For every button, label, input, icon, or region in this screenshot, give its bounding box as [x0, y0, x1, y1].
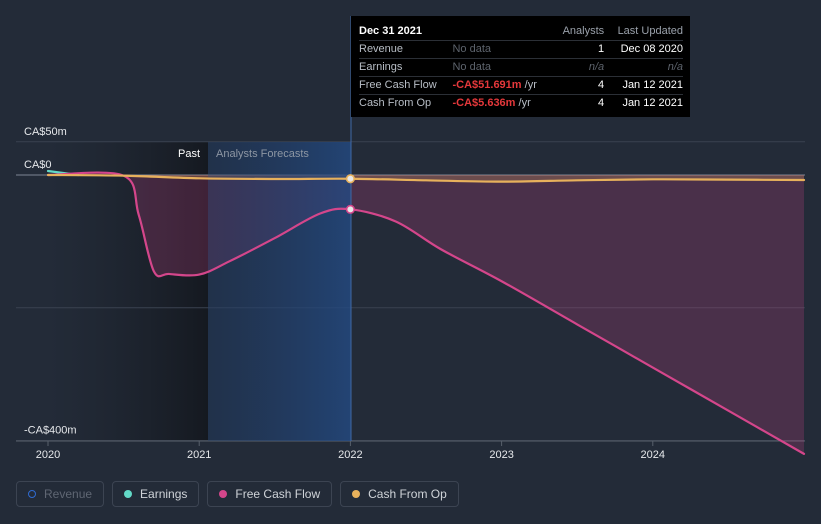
tooltip-analysts: 1: [554, 40, 605, 59]
free-cash-flow-line: [46, 171, 806, 455]
tooltip-value: -CA$51.691m: [452, 79, 522, 91]
past-region: [48, 142, 208, 441]
legend-free-cash-flow-dot: [219, 490, 228, 498]
legend-label: Revenue: [44, 487, 93, 501]
legend-cash-from-op-dot: [352, 490, 361, 498]
tooltip-label: Earnings: [359, 58, 453, 77]
legend-earnings-dot: [124, 490, 133, 498]
legend-label: Free Cash Flow: [235, 487, 321, 501]
tooltip-analysts: n/a: [554, 58, 605, 77]
tooltip-date: Dec 31 2021: [359, 25, 422, 37]
tooltip-value: -CA$5.636m: [452, 97, 516, 109]
tooltip-value-cell: -CA$5.636m /yr: [452, 94, 555, 112]
legend-earnings-toggle[interactable]: Earnings: [112, 481, 200, 507]
tooltip-analysts: 4: [554, 94, 605, 112]
x-tick-label: 2023: [489, 449, 513, 461]
tooltip-value: No data: [452, 40, 555, 59]
y-tick-label: -CA$400m: [24, 425, 77, 437]
cash-from-op-line: [46, 173, 806, 183]
tooltip-label: Revenue: [359, 40, 453, 59]
x-tick-label: 2024: [641, 449, 665, 461]
data-tooltip: Dec 31 2021 Analysts Last Updated Revenu…: [351, 16, 690, 117]
forecast-hover-band: [208, 142, 351, 441]
y-tick-label: CA$50m: [24, 126, 67, 138]
legend-revenue-dot: [28, 490, 36, 498]
tooltip-value: No data: [452, 58, 555, 77]
cash-from-op-point: [345, 174, 356, 184]
legend-free-cash-flow-toggle[interactable]: Free Cash Flow: [207, 481, 333, 507]
highlight-points: [345, 174, 356, 214]
tooltip-row-earnings: Earnings No data n/a n/a: [359, 58, 683, 77]
gridlines: [16, 141, 805, 442]
tooltip-row-free-cash-flow: Free Cash Flow -CA$51.691m /yr 4 Jan 12 …: [359, 76, 683, 95]
tooltip-col-updated: Last Updated: [617, 25, 683, 37]
tooltip-updated: Jan 12 2021: [604, 76, 683, 95]
tooltip-row-revenue: Revenue No data 1 Dec 08 2020: [359, 40, 683, 59]
tooltip-unit: /yr: [518, 97, 531, 109]
legend-label: Earnings: [140, 487, 188, 501]
y-axis-labels: CA$50m CA$0 -CA$400m: [24, 126, 77, 437]
free-cash-flow-point: [345, 204, 356, 214]
tooltip-analysts: 4: [554, 76, 605, 95]
series-lines: [46, 169, 806, 455]
tooltip-value-cell: -CA$51.691m /yr: [452, 76, 555, 95]
tooltip-col-analysts: Analysts: [562, 25, 605, 37]
legend-label: Cash From Op: [368, 487, 447, 501]
x-axis-labels: 2020 2021 2022 2023 2024: [36, 441, 665, 461]
x-tick-label: 2021: [187, 449, 211, 461]
tooltip-row-cash-from-op: Cash From Op -CA$5.636m /yr 4 Jan 12 202…: [359, 94, 683, 112]
legend: Revenue Earnings Free Cash Flow Cash Fro…: [16, 481, 459, 507]
tooltip-updated: n/a: [604, 58, 683, 77]
x-tick-label: 2022: [338, 449, 362, 461]
legend-revenue-toggle[interactable]: Revenue: [16, 481, 105, 507]
tooltip-unit: /yr: [524, 79, 537, 91]
tooltip-updated: Jan 12 2021: [604, 94, 683, 112]
past-label: Past: [178, 148, 200, 160]
x-tick-label: 2020: [36, 449, 60, 461]
forecast-label: Analysts Forecasts: [216, 148, 309, 160]
tooltip-label: Cash From Op: [359, 94, 453, 112]
y-tick-label: CA$0: [24, 159, 52, 171]
legend-cash-from-op-toggle[interactable]: Cash From Op: [340, 481, 459, 507]
tooltip-table: Dec 31 2021 Analysts Last Updated Revenu…: [359, 23, 683, 112]
tooltip-label: Free Cash Flow: [359, 76, 453, 95]
tooltip-updated: Dec 08 2020: [604, 40, 683, 59]
